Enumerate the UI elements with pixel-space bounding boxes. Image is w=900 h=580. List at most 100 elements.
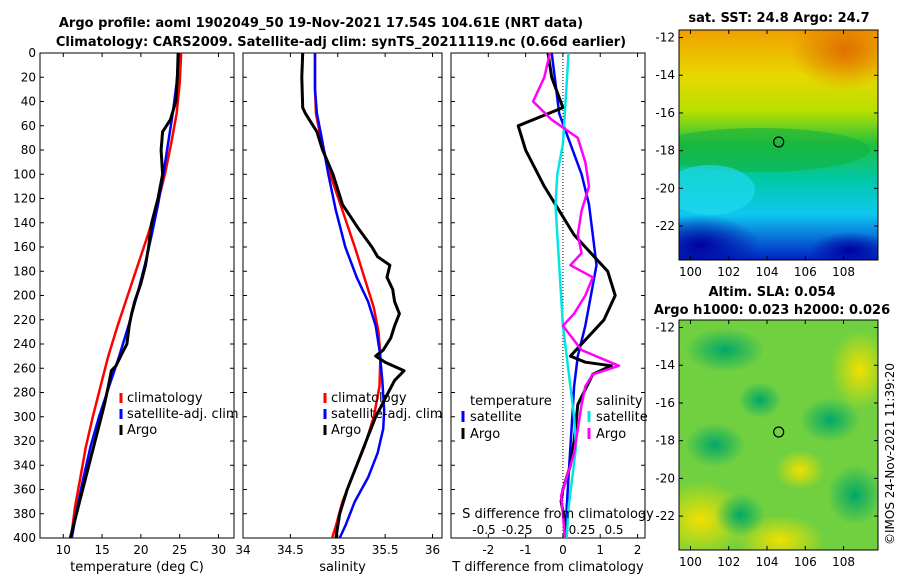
- x-tick-label: 1: [596, 543, 604, 557]
- y-tick-label: 360: [13, 483, 36, 497]
- x-tick-label: 2: [634, 543, 642, 557]
- y-tick-label: 0: [28, 46, 36, 60]
- x-tick-label: 34: [235, 543, 250, 557]
- sst-cold-patch: [679, 215, 760, 260]
- y-tick-label: 260: [13, 361, 36, 375]
- y-tick-label: 320: [13, 434, 36, 448]
- sla-map-subtitle: Argo h1000: 0.023 h2000: 0.026: [654, 303, 890, 318]
- x-tick-label: -1: [520, 543, 532, 557]
- series-line-argo: [300, 52, 406, 539]
- legend-label: climatology: [127, 391, 203, 406]
- secondary-tick-label: -0.5: [472, 523, 495, 537]
- sst-cold-patch-2: [810, 232, 878, 260]
- y-tick-label: 160: [13, 240, 36, 254]
- difference-panel: -2 -1 0 1 2 T difference from climatology temp…: [450, 52, 654, 575]
- sla-map-title: Altim. SLA: 0.054: [709, 285, 836, 300]
- figure-title-line2: Climatology: CARS2009. Satellite-adj cli…: [56, 35, 626, 50]
- sst-green-band: [679, 128, 870, 172]
- secondary-tick-label: 0.5: [604, 523, 623, 537]
- sst-map: sat. SST: 24.8 Argo: 24.7 100 102 104 106 10…: [655, 11, 879, 279]
- map-x-tick-label: 100: [679, 555, 702, 569]
- plot-frame: [242, 52, 443, 539]
- sla-low-patch: [685, 423, 745, 467]
- legend-label: satellite: [596, 410, 648, 425]
- sla-map: Altim. SLA: 0.054 Argo h1000: 0.023 h200…: [654, 285, 890, 569]
- y-tick-label: 120: [13, 192, 36, 206]
- argo-location-marker: [773, 426, 785, 438]
- y-tick-label: 180: [13, 264, 36, 278]
- y-tick-label: 380: [13, 507, 36, 521]
- map-y-tick-label: -12: [655, 321, 675, 335]
- series-line-argo-salinity-: [531, 52, 621, 539]
- sla-low-patch: [800, 398, 860, 442]
- secondary-tick-label: 0: [545, 523, 553, 537]
- y-tick-label: 240: [13, 337, 36, 351]
- y-tick-label: 80: [21, 143, 36, 157]
- x-tick-label: 15: [94, 543, 109, 557]
- sla-low-patch: [827, 465, 878, 525]
- y-tick-label: 140: [13, 216, 36, 230]
- map-y-tick-label: -16: [655, 396, 675, 410]
- sst-cyan-patch: [679, 165, 755, 215]
- x-tick-label: 0: [559, 543, 567, 557]
- legend-title-salinity: salinity: [596, 394, 643, 409]
- y-tick-label: 400: [13, 531, 36, 545]
- x-tick-label: -2: [482, 543, 494, 557]
- map-y-tick-label: -20: [655, 471, 675, 485]
- map-y-tick-label: -22: [655, 219, 675, 233]
- secondary-axis-label: S difference from climatology: [462, 507, 654, 522]
- y-tick-label: 340: [13, 458, 36, 472]
- sla-map-frame: [678, 319, 879, 551]
- x-axis-label: temperature (deg C): [70, 560, 204, 575]
- series-line-satellite-salinity-: [554, 52, 578, 539]
- secondary-tick-label: -0.25: [501, 523, 532, 537]
- legend-label: climatology: [331, 391, 407, 406]
- map-y-tick-label: -18: [655, 144, 675, 158]
- sla-low-patch: [685, 328, 765, 372]
- sla-high-patch: [830, 330, 878, 410]
- map-x-tick-label: 108: [832, 265, 855, 279]
- map-x-tick-label: 102: [717, 265, 740, 279]
- legend-label: Argo: [331, 423, 361, 438]
- y-tick-label: 40: [21, 95, 36, 109]
- x-tick-label: 30: [211, 543, 226, 557]
- map-y-tick-label: -20: [655, 181, 675, 195]
- sla-low-patch: [738, 382, 782, 418]
- y-tick-label: 60: [21, 119, 36, 133]
- x-tick-label: 35: [330, 543, 345, 557]
- x-axis-label: T difference from climatology: [451, 560, 644, 575]
- map-x-tick-label: 102: [717, 555, 740, 569]
- y-tick-label: 20: [21, 70, 36, 84]
- x-axis-label: salinity: [319, 560, 366, 575]
- x-tick-label: 20: [133, 543, 148, 557]
- map-x-tick-label: 100: [679, 265, 702, 279]
- legend-label: satellite: [470, 410, 522, 425]
- credit-text: ©IMOS 24-Nov-2021 11:39:20: [883, 363, 897, 545]
- y-tick-label: 200: [13, 289, 36, 303]
- map-x-tick-label: 104: [756, 555, 779, 569]
- sst-warm-patch: [790, 30, 878, 90]
- series-line-satellite-adj-clim: [313, 53, 386, 539]
- legend-label: satellite-adj. clim: [331, 407, 443, 422]
- sst-map-frame: [678, 29, 879, 261]
- map-y-tick-label: -14: [655, 358, 675, 372]
- map-x-tick-label: 106: [794, 265, 817, 279]
- map-y-tick-label: -14: [655, 68, 675, 82]
- sla-high-patch: [775, 450, 825, 490]
- map-y-tick-label: -22: [655, 509, 675, 523]
- map-x-tick-label: 106: [794, 555, 817, 569]
- legend-title-temperature: temperature: [470, 394, 552, 409]
- x-tick-label: 10: [56, 543, 71, 557]
- series-line-climatology: [69, 52, 183, 539]
- sst-map-title: sat. SST: 24.8 Argo: 24.7: [688, 11, 869, 26]
- x-tick-label: 34.5: [277, 543, 304, 557]
- map-y-tick-label: -16: [655, 106, 675, 120]
- legend-label: Argo: [596, 427, 626, 442]
- legend-label: Argo: [127, 423, 157, 438]
- x-tick-label: 25: [172, 543, 187, 557]
- series-line-satellite-temperature-: [550, 52, 598, 539]
- legend-label: Argo: [470, 427, 500, 442]
- argo-location-marker: [773, 136, 785, 148]
- temperature-panel: 0 20 40 60 80 100 120 140 160 180 200 220 240 260 280 3…: [13, 46, 239, 575]
